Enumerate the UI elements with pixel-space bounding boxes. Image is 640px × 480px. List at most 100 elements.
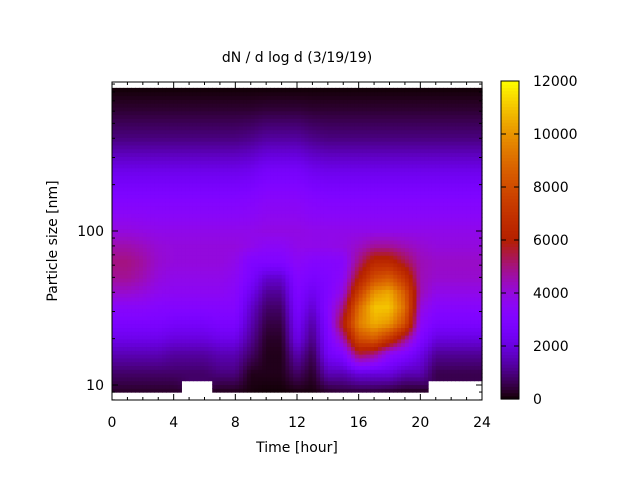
heatmap-cell	[123, 182, 129, 188]
heatmap-cell	[146, 110, 152, 116]
heatmap-cell	[270, 152, 275, 157]
heatmap-cell	[273, 99, 279, 104]
heatmap-cell	[158, 179, 163, 184]
heatmap-cell	[135, 224, 140, 230]
heatmap-cell	[204, 296, 209, 302]
heatmap-cell	[273, 274, 279, 279]
heatmap-cell	[123, 365, 129, 370]
heatmap-cell	[115, 228, 121, 233]
heatmap-cell	[150, 209, 155, 214]
heatmap-cell	[316, 365, 321, 370]
heatmap-cell	[216, 312, 221, 317]
heatmap-cell	[219, 129, 225, 135]
heatmap-cell	[277, 354, 283, 359]
heatmap-cell	[320, 110, 325, 116]
heatmap-cell	[138, 247, 144, 252]
heatmap-cell	[266, 285, 271, 290]
heatmap-cell	[162, 224, 167, 230]
heatmap-cell	[300, 99, 306, 104]
heatmap-cell	[131, 201, 136, 207]
heatmap-cell	[115, 114, 121, 119]
heatmap-cell	[339, 163, 344, 169]
heatmap-cell	[200, 137, 206, 142]
heatmap-cell	[138, 296, 144, 302]
heatmap-cell	[223, 205, 229, 211]
heatmap-cell	[246, 384, 252, 389]
heatmap-cell	[297, 133, 302, 138]
heatmap-cell	[158, 258, 163, 264]
heatmap-cell	[150, 103, 155, 108]
heatmap-cell	[200, 266, 206, 271]
heatmap-cell	[320, 209, 325, 214]
heatmap-cell	[177, 209, 182, 214]
heatmap-cell	[308, 350, 314, 355]
heatmap-cell	[327, 369, 333, 374]
heatmap-cell	[304, 91, 310, 97]
heatmap-cell	[173, 243, 179, 249]
heatmap-cell	[127, 357, 132, 363]
heatmap-cell	[142, 380, 148, 386]
heatmap-cell	[331, 205, 337, 211]
heatmap-cell	[112, 87, 117, 93]
heatmap-cell	[227, 152, 233, 157]
heatmap-cell	[335, 175, 340, 180]
heatmap-cell	[185, 350, 190, 355]
heatmap-cell	[339, 304, 344, 309]
heatmap-cell	[115, 243, 121, 249]
heatmap-cell	[219, 236, 225, 241]
heatmap-cell	[227, 175, 233, 180]
heatmap-cell	[258, 373, 263, 378]
heatmap-cell	[250, 304, 256, 309]
heatmap-cell	[212, 144, 217, 150]
heatmap-cell	[289, 141, 294, 146]
heatmap-cell	[254, 300, 260, 306]
heatmap-cell	[308, 91, 314, 97]
heatmap-cell	[273, 110, 279, 116]
heatmap-cell	[254, 342, 260, 348]
heatmap-cell	[196, 331, 202, 336]
heatmap-cell	[150, 274, 155, 279]
heatmap-cell	[285, 163, 290, 169]
heatmap-cell	[347, 133, 352, 138]
heatmap-cell	[192, 270, 198, 275]
heatmap-cell	[146, 376, 152, 382]
heatmap-cell	[350, 338, 356, 344]
heatmap-cell	[192, 365, 198, 370]
heatmap-cell	[320, 213, 325, 218]
heatmap-cell	[112, 125, 117, 131]
heatmap-cell	[266, 95, 271, 100]
heatmap-cell	[308, 167, 314, 173]
heatmap-cell	[142, 251, 148, 256]
heatmap-cell	[119, 129, 125, 135]
heatmap-cell	[335, 365, 340, 370]
heatmap-cell	[262, 220, 267, 226]
heatmap-cell	[154, 133, 159, 138]
heatmap-cell	[335, 289, 340, 294]
heatmap-cell	[123, 228, 129, 233]
heatmap-cell	[165, 186, 171, 192]
heatmap-cell	[115, 277, 121, 283]
heatmap-cell	[250, 129, 256, 135]
heatmap-cell	[200, 239, 206, 245]
heatmap-cell	[350, 281, 356, 287]
heatmap-cell	[123, 270, 129, 275]
heatmap-cell	[192, 338, 198, 344]
heatmap-cell	[250, 293, 256, 298]
heatmap-cell	[115, 209, 121, 214]
heatmap-cell	[216, 133, 221, 138]
heatmap-cell	[258, 232, 263, 237]
heatmap-cell	[300, 346, 306, 351]
heatmap-cell	[347, 308, 352, 313]
heatmap-cell	[196, 205, 202, 211]
heatmap-cell	[293, 175, 298, 180]
heatmap-cell	[266, 220, 271, 226]
heatmap-cell	[312, 232, 317, 237]
heatmap-cell	[277, 103, 283, 108]
heatmap-cell	[285, 118, 290, 123]
heatmap-cell	[192, 346, 198, 351]
heatmap-cell	[169, 384, 175, 389]
heatmap-cell	[204, 213, 209, 218]
heatmap-cell	[185, 262, 190, 268]
heatmap-cell	[239, 182, 244, 188]
heatmap-cell	[223, 289, 229, 294]
